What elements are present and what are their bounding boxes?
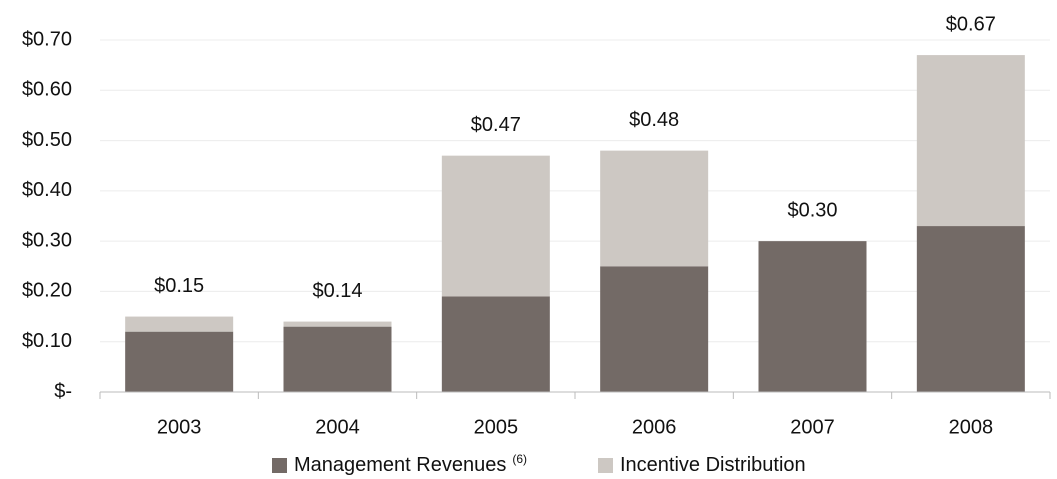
total-label: $0.15 <box>154 275 204 297</box>
bar-segment <box>283 321 392 327</box>
y-tick-label: $0.10 <box>22 330 72 352</box>
legend-swatch <box>598 458 613 473</box>
bar-segment <box>600 266 709 392</box>
bar-segment <box>758 241 867 392</box>
bar-segment <box>125 331 234 392</box>
y-tick-label: $0.20 <box>22 280 72 302</box>
bar-segment <box>600 150 709 267</box>
y-tick-label: $0.70 <box>22 28 72 50</box>
total-label: $0.67 <box>946 13 996 35</box>
bar-segment <box>283 326 392 392</box>
total-label: $0.14 <box>312 280 362 302</box>
x-tick-label: 2006 <box>632 416 677 438</box>
y-tick-label: $0.40 <box>22 179 72 201</box>
bar-segment <box>916 55 1025 227</box>
bar-segment <box>441 155 550 297</box>
legend-label: Incentive Distribution <box>620 454 806 476</box>
legend-text: Incentive Distribution <box>620 454 806 476</box>
bar-segment <box>441 296 550 392</box>
x-tick-label: 2004 <box>315 416 360 438</box>
bar-segment <box>125 316 234 332</box>
y-tick-label: $- <box>54 380 72 402</box>
x-tick-label: 2003 <box>157 416 202 438</box>
x-tick-label: 2005 <box>474 416 519 438</box>
y-tick-label: $0.30 <box>22 229 72 251</box>
legend-swatch <box>272 458 287 473</box>
legend-text: Management Revenues <box>294 454 506 476</box>
y-tick-label: $0.60 <box>22 79 72 101</box>
total-label: $0.30 <box>787 199 837 221</box>
x-tick-label: 2008 <box>949 416 994 438</box>
total-label: $0.47 <box>471 114 521 136</box>
x-tick-label: 2007 <box>790 416 835 438</box>
legend-label: Management Revenues (6) <box>294 452 527 476</box>
y-tick-label: $0.50 <box>22 129 72 151</box>
legend-footnote: (6) <box>512 452 527 466</box>
bar-segment <box>916 226 1025 392</box>
total-label: $0.48 <box>629 109 679 131</box>
